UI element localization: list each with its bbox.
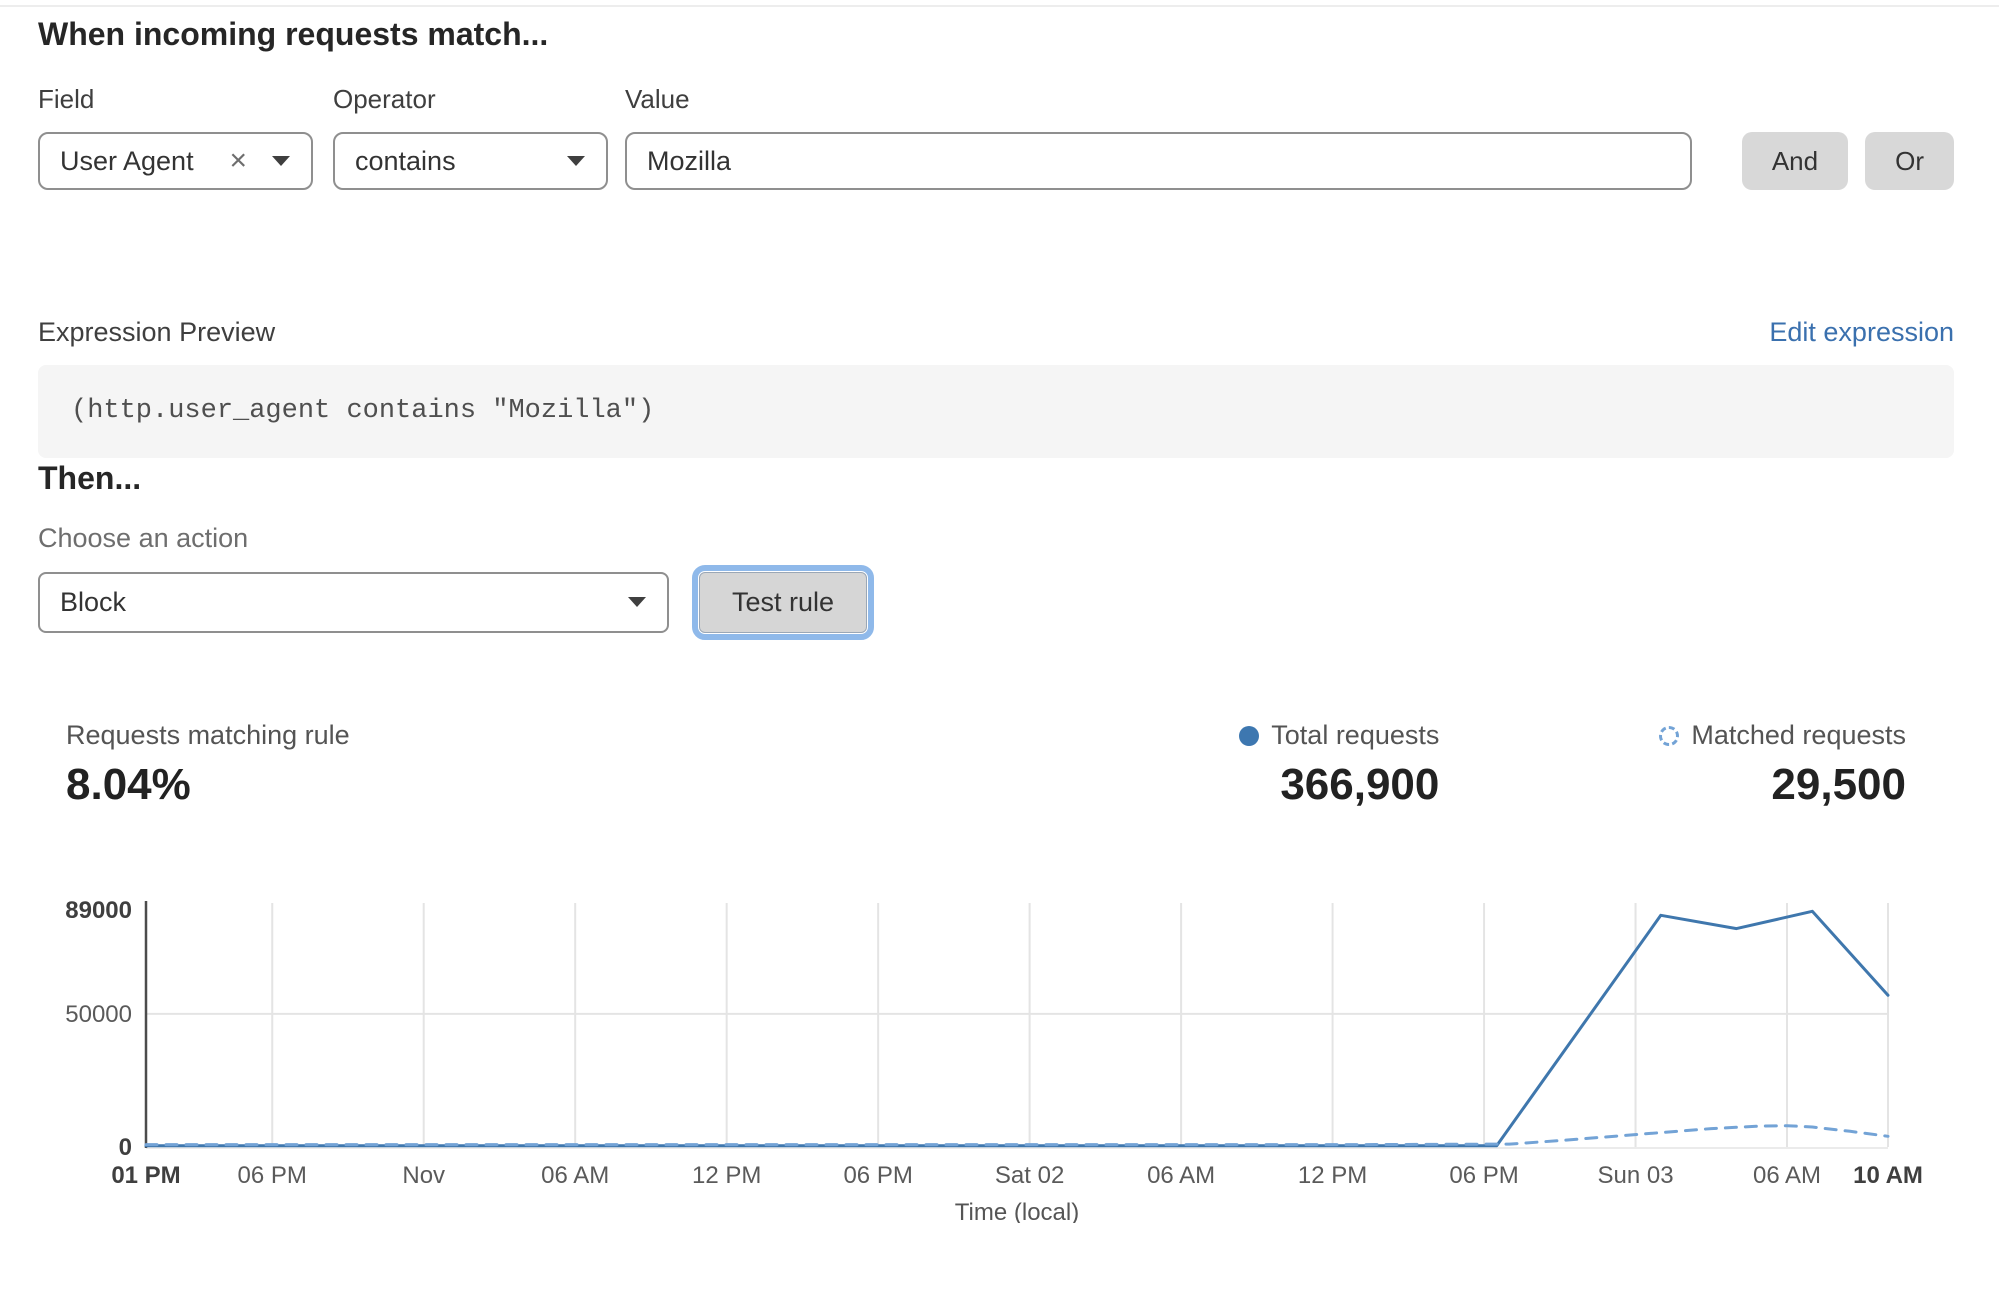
then-heading: Then... xyxy=(38,459,142,496)
operator-label: Operator xyxy=(333,84,436,114)
legend-total-requests: Total requests 366,900 xyxy=(1239,719,1439,810)
expression-preview-label: Expression Preview xyxy=(38,317,276,348)
field-selected-value: User Agent xyxy=(60,145,194,176)
chart-legend: Total requests 366,900 Matched requests … xyxy=(1239,719,1906,810)
svg-text:06 AM: 06 AM xyxy=(1753,1162,1821,1189)
chevron-down-icon xyxy=(628,597,646,608)
svg-text:Sun 03: Sun 03 xyxy=(1597,1162,1673,1189)
edit-expression-link[interactable]: Edit expression xyxy=(1769,317,1954,348)
condition-row: Field User Agent × Operator contains Val… xyxy=(38,84,1954,191)
svg-text:06 AM: 06 AM xyxy=(541,1162,609,1189)
legend-matched-requests: Matched requests 29,500 xyxy=(1659,719,1906,810)
top-divider xyxy=(0,5,1999,7)
remove-field-icon[interactable]: × xyxy=(229,144,247,178)
operator-select[interactable]: contains xyxy=(333,132,608,191)
expression-preview-header: Expression Preview Edit expression xyxy=(38,316,1954,350)
action-row: Block Test rule xyxy=(38,564,1954,640)
svg-text:Time (local): Time (local) xyxy=(955,1199,1079,1223)
stat-requests-matching: Requests matching rule 8.04% xyxy=(66,719,350,810)
svg-text:Nov: Nov xyxy=(402,1162,445,1189)
svg-text:06 AM: 06 AM xyxy=(1147,1162,1215,1189)
matched-requests-value: 29,500 xyxy=(1771,760,1906,810)
chevron-down-icon xyxy=(567,156,585,167)
total-requests-value: 366,900 xyxy=(1280,760,1440,810)
action-selected-value: Block xyxy=(60,586,127,617)
svg-text:10 AM: 10 AM xyxy=(1853,1162,1923,1189)
rule-builder-panel: When incoming requests match... Field Us… xyxy=(38,16,1954,1228)
expression-code: (http.user_agent contains "Mozilla") xyxy=(38,364,1954,458)
svg-text:06 PM: 06 PM xyxy=(238,1162,307,1189)
svg-text:50000: 50000 xyxy=(65,1001,132,1028)
svg-text:Sat 02: Sat 02 xyxy=(995,1162,1064,1189)
when-requests-match-heading: When incoming requests match... xyxy=(38,16,549,52)
total-requests-label: Total requests xyxy=(1271,719,1440,750)
requests-chart: 0 50000 89000 01 PM 06 PM Nov 06 AM 12 PM 06 PM S… xyxy=(38,893,1954,1228)
chevron-down-icon xyxy=(272,156,290,167)
operator-selected-value: contains xyxy=(355,145,456,176)
value-input[interactable] xyxy=(625,132,1692,191)
test-rule-button[interactable]: Test rule xyxy=(691,564,875,640)
svg-text:01 PM: 01 PM xyxy=(111,1162,180,1189)
svg-text:06 PM: 06 PM xyxy=(843,1162,912,1189)
svg-text:12 PM: 12 PM xyxy=(692,1162,761,1189)
or-button[interactable]: Or xyxy=(1865,132,1954,191)
solid-dot-icon xyxy=(1239,725,1260,746)
requests-matching-label: Requests matching rule xyxy=(66,719,350,750)
matched-requests-label: Matched requests xyxy=(1691,719,1906,750)
svg-text:12 PM: 12 PM xyxy=(1298,1162,1367,1189)
field-select[interactable]: User Agent × xyxy=(38,132,313,191)
action-select[interactable]: Block xyxy=(38,571,669,633)
svg-text:89000: 89000 xyxy=(65,897,132,924)
field-label: Field xyxy=(38,84,95,114)
value-label: Value xyxy=(625,84,690,114)
svg-text:06 PM: 06 PM xyxy=(1449,1162,1518,1189)
dashed-circle-icon xyxy=(1659,725,1680,746)
and-button[interactable]: And xyxy=(1741,132,1849,191)
choose-action-label: Choose an action xyxy=(38,522,249,553)
requests-matching-value: 8.04% xyxy=(66,760,191,810)
stats-row: Requests matching rule 8.04% Total reque… xyxy=(38,719,1954,810)
svg-text:0: 0 xyxy=(119,1134,132,1161)
